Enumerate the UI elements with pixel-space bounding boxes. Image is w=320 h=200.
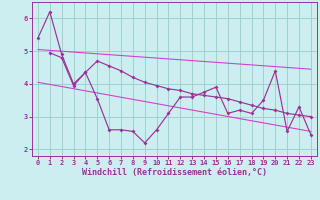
X-axis label: Windchill (Refroidissement éolien,°C): Windchill (Refroidissement éolien,°C): [82, 168, 267, 177]
